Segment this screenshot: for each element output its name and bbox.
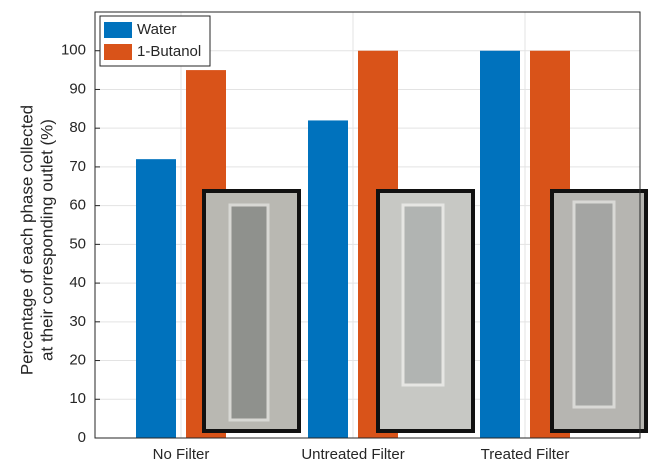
x-tick-label: Untreated Filter xyxy=(301,446,404,463)
chart: 0 10 20 30 40 50 60 70 80 90 100 No Filter Untreated… xyxy=(0,0,648,464)
bar xyxy=(308,120,348,438)
x-tick-label: No Filter xyxy=(153,446,210,463)
bar xyxy=(136,159,176,438)
legend: Water 1-Butanol xyxy=(100,16,210,66)
legend-swatch xyxy=(104,44,132,60)
y-tick-label: 100 xyxy=(61,42,86,59)
y-tick-label: 40 xyxy=(69,274,86,291)
y-tick-label: 20 xyxy=(69,352,86,369)
y-tick-label: 50 xyxy=(69,235,86,252)
inset-photos xyxy=(204,191,646,431)
inset-photo xyxy=(378,191,473,431)
inset-photo xyxy=(552,191,646,431)
x-tick-label: Treated Filter xyxy=(481,446,570,463)
y-axis-label: at their corresponding outlet (%) xyxy=(37,119,56,361)
y-tick-label: 70 xyxy=(69,158,86,175)
bar xyxy=(480,51,520,438)
y-tick-label: 10 xyxy=(69,390,86,407)
y-tick-label: 30 xyxy=(69,313,86,330)
inset-photo xyxy=(204,191,299,431)
y-axis-label: Percentage of each phase collected xyxy=(17,105,36,375)
y-tick-label: 0 xyxy=(78,429,86,446)
legend-label: 1-Butanol xyxy=(137,43,201,60)
legend-label: Water xyxy=(137,21,176,38)
y-tick-label: 90 xyxy=(69,80,86,97)
legend-swatch xyxy=(104,22,132,38)
y-tick-label: 60 xyxy=(69,197,86,214)
y-tick-label: 80 xyxy=(69,119,86,136)
